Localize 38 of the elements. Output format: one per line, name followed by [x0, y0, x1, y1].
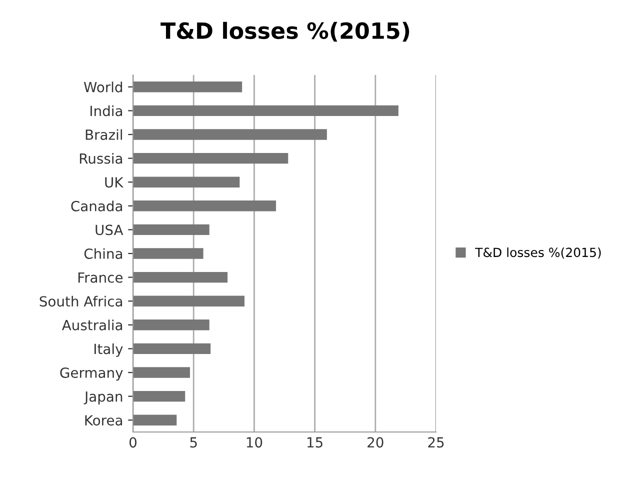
bar	[133, 343, 211, 354]
y-tick-label: South Africa	[40, 296, 122, 307]
bar	[133, 105, 398, 116]
bar	[133, 152, 288, 164]
y-tick-label: Canada	[71, 200, 122, 212]
bar	[133, 414, 177, 426]
y-tick-label: Brazil	[86, 129, 122, 140]
bar	[133, 176, 240, 188]
bar	[133, 248, 204, 259]
y-tick-label: World	[84, 82, 122, 92]
y-tick-label: Russia	[80, 153, 122, 164]
y-tick-label: India	[90, 105, 122, 116]
y-tick-label: France	[78, 272, 123, 283]
y-tick-label: USA	[96, 224, 124, 236]
x-tick-label: 20	[368, 437, 384, 448]
x-tick-label: 10	[246, 437, 262, 448]
y-tick-label: UK	[105, 177, 124, 188]
bar	[133, 296, 245, 306]
x-tick-label: 25	[428, 437, 444, 448]
x-tick-label: 5	[190, 437, 197, 448]
chart-title: T&D losses %(2015)	[160, 22, 410, 42]
bar	[133, 82, 242, 92]
y-tick-label: China	[84, 248, 122, 259]
bar	[133, 200, 276, 212]
y-tick-label: Italy	[94, 343, 123, 357]
bar	[133, 367, 190, 378]
y-tick-label: Japan	[84, 391, 122, 404]
y-tick-label: Australia	[62, 320, 122, 330]
y-tick-label: Germany	[60, 367, 123, 381]
bar	[133, 320, 210, 330]
legend-label: T&D losses %(2015)	[475, 247, 601, 259]
x-tick-label: 15	[307, 437, 322, 448]
y-tick-label: Korea	[85, 415, 122, 426]
bar	[133, 224, 210, 236]
x-tick-label: 0	[129, 437, 136, 448]
bar	[133, 272, 228, 283]
bar	[133, 129, 327, 140]
bar	[133, 390, 186, 402]
